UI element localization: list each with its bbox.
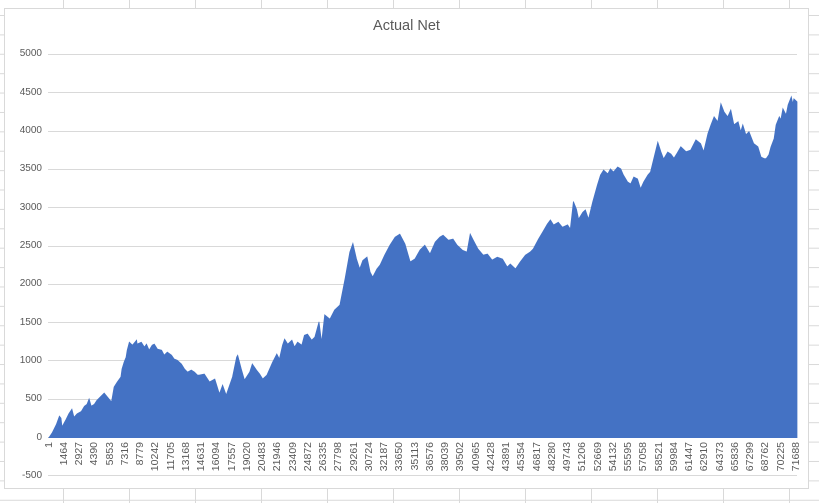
y-tick-label: 3000 [19,201,42,213]
y-gridline [48,475,797,477]
x-tick-label: 16094 [210,442,223,472]
x-tick-label: 33650 [393,442,406,472]
x-tick-label: 58521 [652,442,665,472]
y-tick-label: 4000 [19,125,42,136]
y-gridline [48,245,797,247]
y-tick-label: -500 [21,469,42,481]
x-tick-label: 45354 [515,442,528,472]
x-tick-label: 67299 [744,442,757,472]
x-tick-label: 62910 [698,442,711,472]
x-tick-label: 30724 [362,442,375,472]
x-tick-label: 4390 [88,442,101,466]
x-tick-label: 38039 [439,442,452,472]
x-tick-label: 49743 [561,442,574,472]
y-tick-label: 3500 [19,163,42,175]
x-tick-label: 13168 [179,442,192,472]
x-tick-label: 57058 [637,442,650,472]
y-tick-label: 4500 [19,86,42,98]
x-tick-label: 21946 [271,442,284,472]
x-tick-label: 24872 [301,442,314,472]
x-tick-label: 35113 [408,442,421,471]
x-tick-label: 17557 [225,442,238,472]
y-gridline [48,130,797,132]
x-tick-label: 42428 [484,442,497,472]
x-tick-label: 39502 [454,442,467,472]
x-tick-label: 29261 [347,442,360,472]
y-gridline [48,92,797,94]
y-gridline [48,53,797,55]
x-tick-label: 10242 [149,442,162,472]
x-tick-label: 54132 [606,442,619,472]
chart-object[interactable]: Actual Net -500 0 500 1000 1500 2000 2500 3000 3… [4,8,809,489]
y-gridline [48,207,797,209]
x-tick-label: 55595 [622,442,635,472]
area-series-actual-net [48,95,798,438]
x-tick-label: 59984 [667,442,680,472]
x-tick-label: 48280 [545,442,558,472]
y-tick-label: 0 [36,431,42,443]
x-tick-label: 46817 [530,442,543,472]
y-tick-label: 500 [25,393,42,405]
x-tick-label: 23409 [286,442,299,472]
y-tick-label: 5000 [19,48,42,60]
x-tick-label: 8779 [134,442,146,466]
y-tick-label: 2000 [19,278,42,290]
y-tick-label: 1500 [19,316,42,328]
x-tick-label: 26335 [317,442,329,472]
x-tick-label: 52669 [591,442,604,472]
x-tick-label: 64373 [713,442,726,472]
x-tick-label: 71688 [789,442,802,472]
x-tick-label: 51206 [576,442,589,472]
x-tick-label: 32187 [378,442,390,472]
chart-title: Actual Net [373,18,440,34]
x-tick-label: 20483 [256,442,268,472]
x-tick-label: 11705 [164,442,177,471]
y-tick-label: 1000 [19,354,42,366]
x-tick-label: 61447 [683,442,696,472]
x-tick-label: 70225 [774,442,787,472]
x-tick-label: 19020 [240,442,253,472]
y-tick-label: 2500 [19,240,42,251]
y-gridline [48,168,797,170]
x-tick-label: 36576 [423,442,436,472]
x-tick-label: 40965 [469,442,482,472]
x-tick-label: 1464 [57,442,70,466]
x-tick-label: 7316 [118,442,131,466]
x-tick-label: 5853 [103,442,116,466]
x-tick-label: 27798 [332,442,345,472]
x-tick-label: 65836 [728,442,741,472]
x-tick-label: 14631 [195,442,207,472]
x-tick-label: 68762 [759,442,772,472]
x-tick-label: 2927 [73,442,85,466]
x-tick-label: 43891 [500,442,513,472]
area-series-shape [48,95,798,438]
x-tick-label: 1 [42,442,55,448]
